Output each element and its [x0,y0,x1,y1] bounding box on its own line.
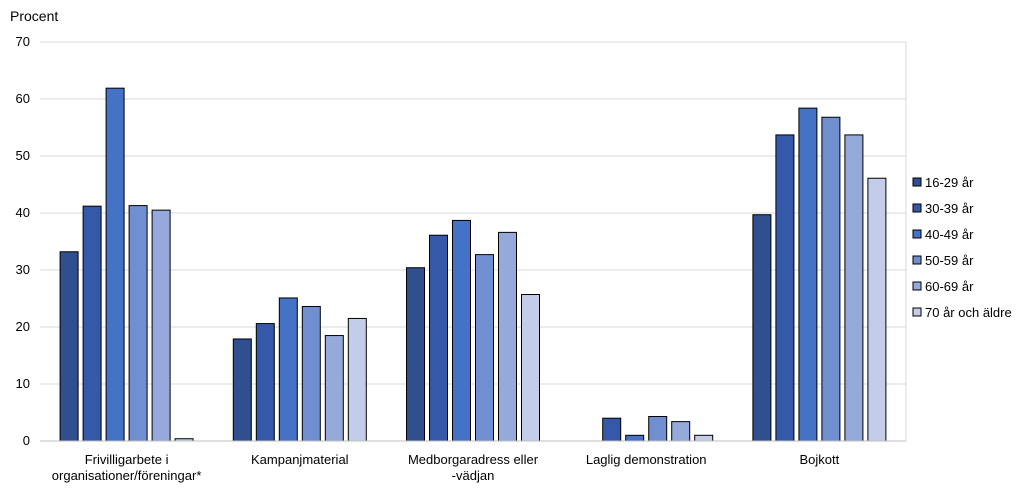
bar [324,335,344,442]
bar [844,134,864,442]
legend-label: 70 år och äldre [925,305,1012,320]
legend-swatch [912,307,922,317]
legend: 16-29 år 30-39 år 40-49 år 50-59 år 60-69 år… [912,175,1012,320]
legend-swatch [912,203,922,213]
bar [821,116,841,442]
x-category-label: Frivilligarbete i organisationer/förening… [52,452,202,483]
bar [82,205,102,442]
grid [40,41,907,441]
bar [59,251,79,442]
x-category-label: Bojkott [800,452,840,467]
legend-label: 30-39 år [925,201,974,216]
bar [867,177,887,442]
legend-swatch [912,255,922,265]
y-tick-label: 50 [16,148,30,163]
y-tick-label: 40 [16,205,30,220]
axes: 0 10 20 30 40 50 60 70 Frivilligarbete i organisa… [16,34,906,483]
bar [475,254,494,442]
x-category-label: Laglig demonstration [586,452,707,467]
legend-label: 50-59 år [925,253,974,268]
y-axis-label: Procent [10,8,58,24]
bar [278,297,298,442]
bars [59,87,887,442]
bar [694,434,714,442]
bar [105,87,125,442]
bar [625,434,645,442]
bar [128,205,148,442]
x-category-label: Kampanjmaterial [251,452,349,467]
legend-label: 60-69 år [925,279,974,294]
y-tick-label: 0 [23,433,30,448]
bar [151,209,171,442]
y-tick-label: 10 [16,376,30,391]
bar [301,305,321,442]
bar [255,323,275,442]
legend-label: 40-49 år [925,227,974,242]
y-tick-label: 70 [16,34,30,49]
bar [671,421,691,442]
bar [752,214,772,442]
bar [347,317,367,442]
legend-swatch [912,177,922,187]
bar [602,417,622,442]
bar [775,134,795,442]
bar [232,338,252,442]
legend-swatch [912,229,922,239]
bar [429,234,448,442]
bar [648,415,668,442]
bar [498,231,517,442]
x-category-label: Medborgaradress eller -vädjan [408,452,539,483]
y-tick-label: 60 [16,91,30,106]
legend-swatch [912,281,922,291]
y-tick-label: 20 [16,319,30,334]
y-tick-label: 30 [16,262,30,277]
bar [798,107,818,442]
legend-label: 16-29 år [925,175,974,190]
bar [521,294,540,442]
bar [452,219,471,442]
bar [406,267,425,442]
